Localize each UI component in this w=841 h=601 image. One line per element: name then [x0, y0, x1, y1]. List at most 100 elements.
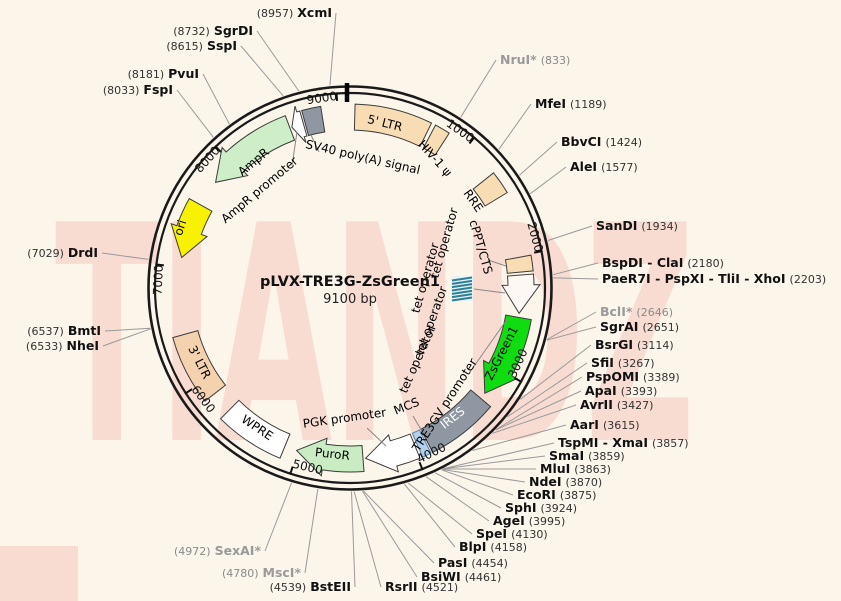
leader-avrii [492, 404, 577, 434]
leader-msci [304, 488, 319, 574]
enzyme-label-drdi: (7029) DrdI [27, 245, 98, 260]
leader-sexai [264, 482, 292, 552]
tick-8000 [214, 145, 222, 153]
feature-3-ltr [172, 329, 227, 402]
leader-spei [407, 482, 473, 535]
enzyme-label-bsiwi: BsiWI (4461) [421, 569, 501, 584]
enzyme-label-paer7i-pspxi-tlii-xhoi: PaeR7I - PspXI - TliI - XhoI (2203) [602, 271, 826, 286]
leader-blpi [404, 483, 456, 548]
plasmid-title: pLVX-TRE3G-ZsGreen1 [260, 274, 440, 290]
leader-agei [425, 476, 490, 522]
leader-bsrgi [519, 344, 592, 400]
leader-aari [472, 424, 567, 451]
leader-bsiwi [362, 490, 418, 578]
connector-line [473, 288, 506, 294]
enzyme-label-sgrdi: (8732) SgrDI [173, 23, 253, 38]
feature-hiv-1-psi [422, 124, 450, 156]
connector-line [469, 317, 509, 373]
feature-ampr-promoter [291, 105, 308, 143]
enzyme-label-rsrii: RsrII (4521) [385, 579, 458, 594]
enzyme-label-sphi: SphI (3924) [505, 500, 577, 515]
leader-sandi [547, 225, 593, 241]
leader-sgrdi [256, 30, 300, 92]
leader-bbvci [519, 141, 558, 176]
enzyme-label-agei: AgeI (3995) [493, 513, 565, 528]
enzyme-label-spei: SpeI (4130) [476, 526, 548, 541]
leader-pvui [202, 73, 230, 125]
enzyme-label-nhei: (6533) NheI [26, 338, 99, 353]
enzyme-label-blpi: BlpI (4158) [459, 539, 527, 554]
tick-5000 [289, 466, 294, 475]
enzyme-label-ndei: NdeI (3870) [529, 474, 602, 489]
backbone-ring-inner [153, 91, 547, 485]
tet-operator-stripe [451, 283, 473, 289]
watermark-fragment [0, 546, 78, 601]
enzyme-label-apai: ApaI (3393) [585, 383, 657, 398]
tick-2000 [533, 250, 543, 254]
feature-wpre [219, 399, 291, 459]
leader-bcli [546, 311, 597, 341]
enzyme-label-sspi: (8615) SspI [166, 38, 237, 53]
tick-label-7000: 7000 [151, 264, 166, 295]
connector-line [291, 131, 298, 167]
tick-label-9000: 9000 [306, 89, 338, 107]
leader-sspi [240, 45, 284, 97]
leader-ndei [442, 469, 526, 483]
enzyme-label-nrui: NruI* (833) [500, 52, 570, 67]
feature-mcs [411, 429, 432, 458]
leader-pasi [363, 490, 435, 564]
enzyme-label-bsteii: (4539) BstEII [270, 579, 351, 594]
leader-drdi [101, 252, 149, 260]
leader-fspi [176, 89, 214, 138]
leader-nrui [460, 59, 497, 118]
connector-line [487, 259, 507, 267]
enzyme-label-mfei: MfeI (1189) [535, 96, 607, 111]
tick-label-5000: 5000 [291, 457, 324, 478]
enzyme-label-alei: AleI (1577) [570, 159, 638, 174]
tick-1000 [468, 136, 476, 145]
leader-nhei [102, 328, 151, 347]
enzyme-label-pspomi: PspOMI (3389) [586, 369, 680, 384]
leader-xcmi [329, 12, 337, 86]
enzyme-label-sgrai: SgrAI (2651) [600, 319, 679, 334]
leader-alei [530, 166, 567, 195]
enzyme-label-xcmi: (8957) XcmI [257, 5, 332, 20]
leader-bspdi-clai [552, 262, 599, 276]
tet-operator-stripe [451, 276, 473, 282]
enzyme-label-smai: SmaI (3859) [549, 448, 625, 463]
plasmid-size: 9100 bp [323, 292, 377, 307]
leader-paer7i-pspxi-tlii-xhoi [553, 277, 599, 280]
tick-7000 [155, 263, 164, 267]
feature-ori [170, 197, 213, 259]
enzyme-label-fspi: (8033) FspI [103, 82, 173, 97]
feature-label-ori: ori [171, 218, 189, 237]
enzyme-label-bbvci: BbvCI (1424) [561, 134, 642, 149]
leader-sgrai [546, 326, 597, 341]
tet-operator-stripe [451, 293, 473, 299]
tick-3000 [514, 377, 523, 383]
leader-bsteii [351, 491, 356, 588]
enzyme-label-bcli: BclI* (2646) [600, 304, 673, 319]
leader-rsrii [353, 491, 382, 588]
enzyme-label-bspdi-clai: BspDI - ClaI (2180) [602, 255, 724, 270]
enzyme-label-sfii: SfiI (3267) [591, 355, 655, 370]
leader-smai [443, 455, 546, 470]
enzyme-label-sexai: (4972) SexAI* [174, 543, 261, 558]
feature-label-puror: PuroR [314, 445, 350, 463]
leader-apai [495, 390, 582, 431]
tick-6000 [184, 388, 193, 395]
tick-4000 [418, 461, 424, 471]
enzyme-label-bmti: (6537) BmtI [27, 323, 101, 338]
enzyme-label-mlui: MluI (3863) [540, 461, 611, 476]
feature-cppt-cts [504, 254, 534, 274]
enzyme-label-pvui: (8181) PvuI [128, 66, 199, 81]
feature-5-ltr [353, 103, 433, 148]
feature-zsgreen1 [483, 314, 532, 394]
feature-tre3gv-promoter [501, 273, 541, 315]
leader-pspomi [495, 376, 583, 430]
tet-operator-stripe [451, 279, 473, 285]
tet-operator-stripe [451, 289, 473, 295]
connector-line [310, 134, 320, 153]
